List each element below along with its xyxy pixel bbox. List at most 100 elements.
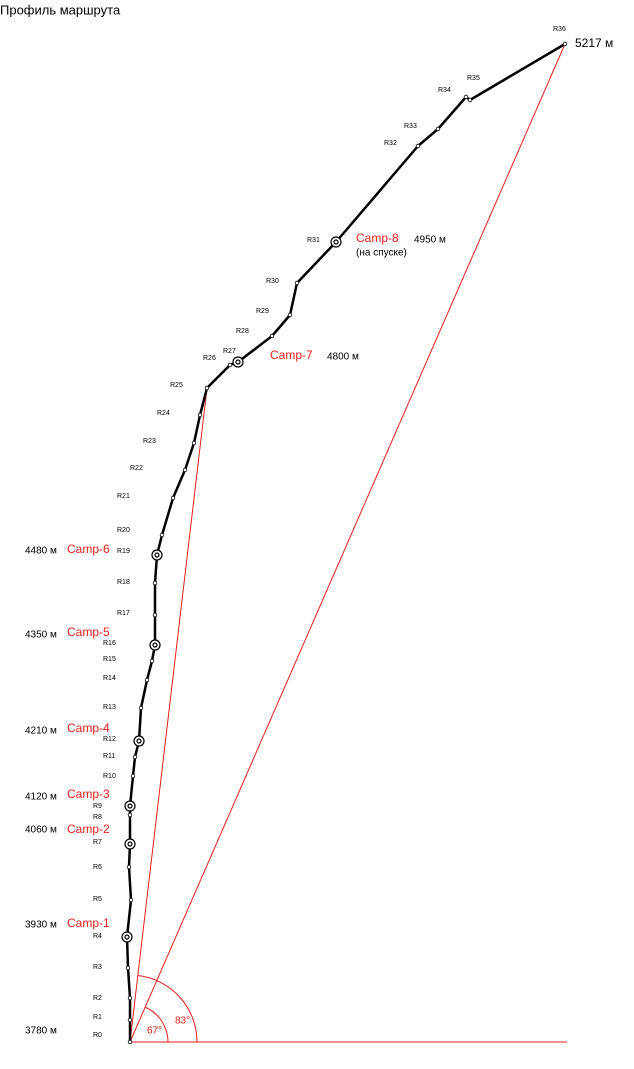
point-label: R20 xyxy=(117,527,130,534)
angle-arc xyxy=(144,1006,169,1043)
altitude-label: 3780 м xyxy=(25,1026,57,1037)
point-label: R5 xyxy=(93,896,102,903)
point-label: R33 xyxy=(404,123,417,130)
route-point xyxy=(294,280,300,286)
camp-altitude: 4350 м xyxy=(25,630,57,641)
angle-line xyxy=(129,387,208,1043)
route-point xyxy=(415,143,421,149)
camp-altitude: 4120 м xyxy=(25,792,57,803)
point-label: R7 xyxy=(93,839,102,846)
camp-marker xyxy=(151,549,163,561)
point-label: R15 xyxy=(103,656,116,663)
route-point xyxy=(191,440,197,446)
camp-note: (на спуске) xyxy=(356,248,407,259)
point-label: R35 xyxy=(467,75,480,82)
angle-lines xyxy=(129,43,567,1043)
camp-altitude: 3930 м xyxy=(25,920,57,931)
camp-marker xyxy=(124,800,136,812)
camp-marker xyxy=(127,803,133,809)
point-label: R18 xyxy=(117,579,130,586)
camp-marker xyxy=(333,239,339,245)
camp-marker xyxy=(154,552,160,558)
route-point xyxy=(152,580,158,586)
route-point xyxy=(159,532,165,538)
camp-marker xyxy=(124,934,130,940)
route-point xyxy=(127,812,133,818)
point-label: R8 xyxy=(93,814,102,821)
route-point xyxy=(152,612,158,618)
camp-marker xyxy=(121,931,133,943)
angle-label: 67° xyxy=(147,1026,162,1037)
point-label: R10 xyxy=(103,773,116,780)
point-label: R16 xyxy=(103,640,116,647)
point-label: R0 xyxy=(93,1032,102,1039)
route-point xyxy=(125,965,131,971)
point-label: R6 xyxy=(93,864,102,871)
point-label: R23 xyxy=(143,438,156,445)
camp-name: Camp-6 xyxy=(67,542,110,556)
route-point xyxy=(435,126,441,132)
route-point xyxy=(463,94,469,100)
point-label: R34 xyxy=(438,87,451,94)
route-point xyxy=(127,1039,133,1045)
title: Профиль маршрута xyxy=(0,2,121,17)
route-point xyxy=(227,362,233,368)
point-label: R28 xyxy=(236,328,249,335)
route-point xyxy=(128,897,134,903)
camp-marker xyxy=(330,236,342,248)
camp-name: Camp-8 xyxy=(356,231,399,245)
point-label: R12 xyxy=(103,736,116,743)
point-label: R2 xyxy=(93,995,102,1002)
point-label: R29 xyxy=(256,308,269,315)
camp-marker xyxy=(149,639,161,651)
route-point xyxy=(287,312,293,318)
point-label: R26 xyxy=(203,355,216,362)
point-label: R4 xyxy=(93,933,102,940)
point-label: R1 xyxy=(93,1014,102,1021)
point-label: R27 xyxy=(223,348,236,355)
route-point xyxy=(130,773,136,779)
angle-line xyxy=(129,43,566,1043)
angle-arc xyxy=(138,975,198,1043)
camp-marker xyxy=(232,356,244,368)
camp-marker xyxy=(152,642,158,648)
point-label: R21 xyxy=(117,493,130,500)
camp-marker xyxy=(136,738,142,744)
point-label: R19 xyxy=(117,548,130,555)
route-point xyxy=(127,1017,133,1023)
camp-name: Camp-2 xyxy=(67,822,110,836)
route-point xyxy=(144,677,150,683)
point-label: R9 xyxy=(93,803,102,810)
route-point xyxy=(182,467,188,473)
camp-marker xyxy=(124,838,136,850)
altitude-label: 5217 м xyxy=(575,36,613,50)
camp-name: Camp-7 xyxy=(270,348,313,362)
route-point xyxy=(170,495,176,501)
route-point xyxy=(269,333,275,339)
camp-name: Camp-5 xyxy=(67,625,110,639)
point-label: R22 xyxy=(130,465,143,472)
point-label: R32 xyxy=(384,140,397,147)
point-label: R11 xyxy=(103,753,115,760)
camp-altitude: 4800 м xyxy=(327,352,359,363)
camp-altitude: 4480 м xyxy=(25,546,57,557)
route-point xyxy=(204,385,210,391)
camp-altitude: 4060 м xyxy=(25,825,57,836)
route-point xyxy=(467,97,473,103)
route-point xyxy=(126,864,132,870)
camp-altitude: 4210 м xyxy=(25,726,57,737)
angle-label: 83° xyxy=(175,1016,190,1027)
point-label: R14 xyxy=(103,675,116,682)
camp-altitude: 4950 м xyxy=(414,235,446,246)
route-point xyxy=(197,412,203,418)
point-label: R3 xyxy=(93,964,102,971)
route-point xyxy=(562,41,568,47)
point-label: R25 xyxy=(170,382,183,389)
point-label: R13 xyxy=(103,704,116,711)
point-label: R24 xyxy=(157,410,170,417)
point-label: R30 xyxy=(266,278,279,285)
point-label: R31 xyxy=(307,237,320,244)
camp-name: Camp-4 xyxy=(67,721,110,735)
route-point xyxy=(149,658,155,664)
